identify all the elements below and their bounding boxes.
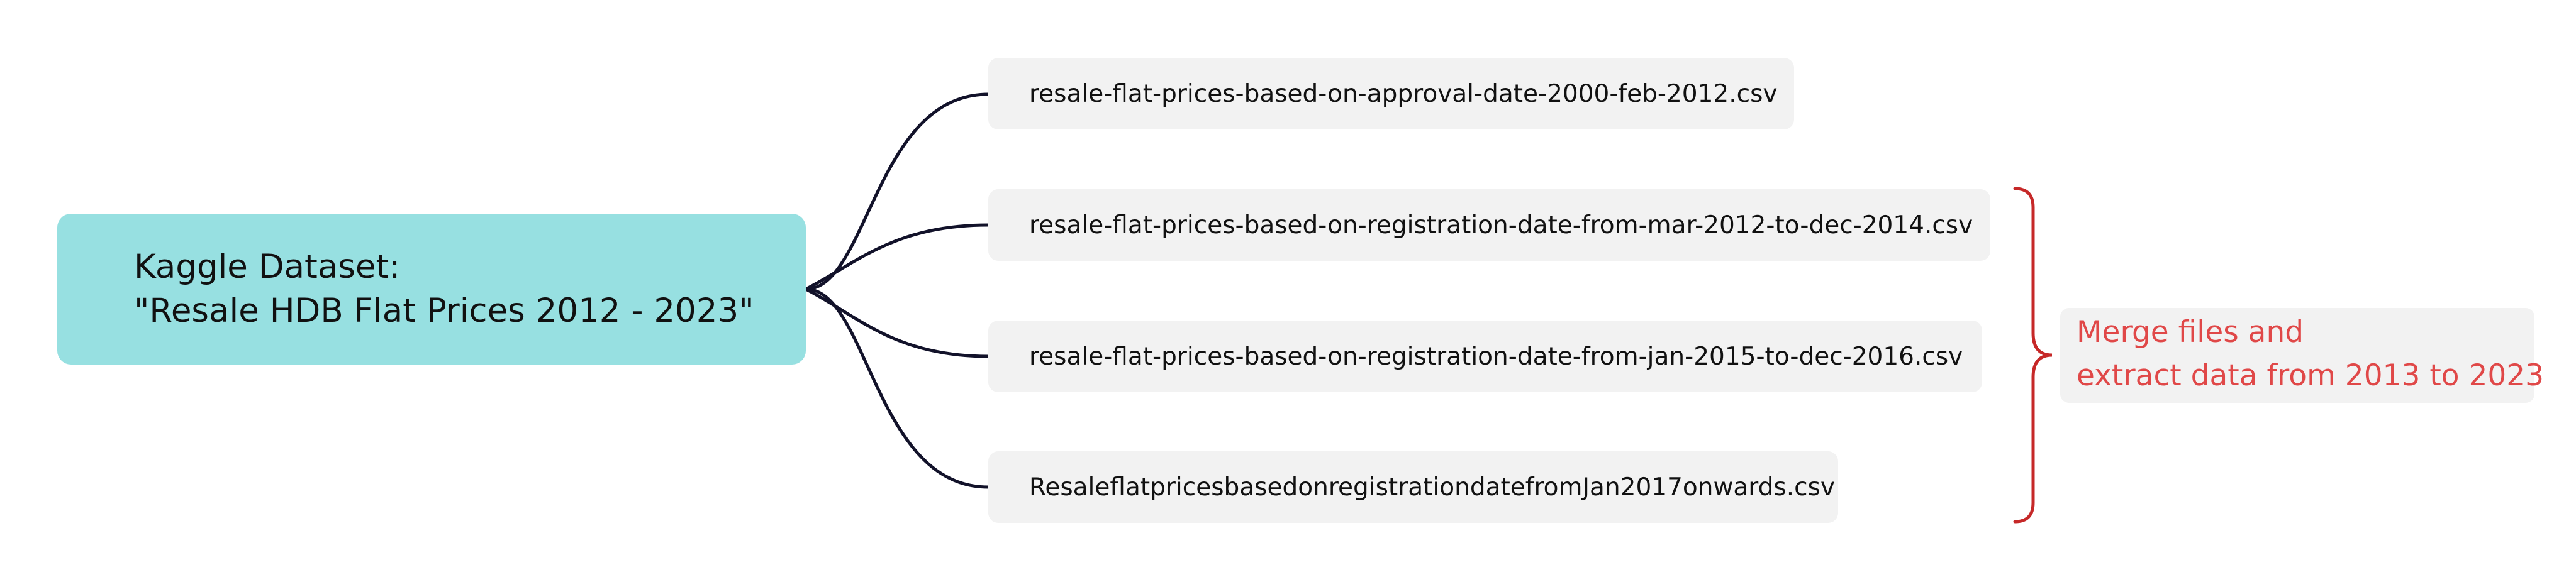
connector-to-file-4 bbox=[804, 287, 990, 489]
connector-to-file-2 bbox=[804, 223, 990, 291]
root-node-kaggle-dataset: Kaggle Dataset: "Resale HDB Flat Prices … bbox=[57, 214, 806, 365]
file-node-label: resale-flat-prices-based-on-approval-dat… bbox=[1029, 79, 1778, 108]
connector-to-file-3 bbox=[804, 287, 990, 358]
file-node-approval-2000-2012: resale-flat-prices-based-on-approval-dat… bbox=[988, 58, 1794, 129]
file-node-label: resale-flat-prices-based-on-registration… bbox=[1029, 342, 1963, 371]
root-node-line-2: "Resale HDB Flat Prices 2012 - 2023" bbox=[134, 292, 754, 330]
file-node-label: Resaleflatpricesbasedonregistrationdatef… bbox=[1029, 473, 1835, 502]
merge-brace bbox=[2013, 187, 2053, 524]
file-node-registration-2012-2014: resale-flat-prices-based-on-registration… bbox=[988, 189, 1990, 261]
file-node-registration-2015-2016: resale-flat-prices-based-on-registration… bbox=[988, 321, 1982, 392]
merge-note: Merge files and extract data from 2013 t… bbox=[2060, 308, 2545, 403]
merge-note-line-1: Merge files and bbox=[2077, 315, 2304, 349]
root-node-line-1: Kaggle Dataset: bbox=[134, 248, 401, 286]
file-node-label: resale-flat-prices-based-on-registration… bbox=[1029, 211, 1973, 239]
file-node-registration-2017-onwards: Resaleflatpricesbasedonregistrationdatef… bbox=[988, 451, 1838, 523]
connector-to-file-1 bbox=[804, 92, 990, 291]
merge-note-line-2: extract data from 2013 to 2023 bbox=[2077, 358, 2545, 393]
